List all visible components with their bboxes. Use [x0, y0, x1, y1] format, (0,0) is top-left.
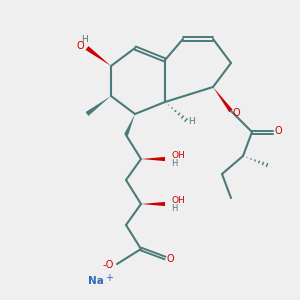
Text: O: O	[274, 125, 282, 136]
Text: H: H	[171, 159, 177, 168]
Polygon shape	[141, 202, 165, 206]
Text: Na: Na	[88, 275, 104, 286]
Text: H: H	[171, 204, 177, 213]
Text: -O: -O	[103, 260, 114, 270]
Text: OH: OH	[171, 196, 185, 205]
Text: OH: OH	[171, 151, 185, 160]
Text: H: H	[188, 117, 194, 126]
Polygon shape	[141, 157, 165, 161]
Text: H: H	[82, 35, 88, 44]
Polygon shape	[85, 46, 111, 66]
Polygon shape	[124, 114, 135, 136]
Text: O: O	[76, 41, 84, 52]
Text: O: O	[167, 254, 174, 265]
Text: +: +	[106, 273, 113, 284]
Polygon shape	[85, 96, 111, 116]
Polygon shape	[213, 87, 233, 112]
Text: O: O	[232, 107, 240, 118]
